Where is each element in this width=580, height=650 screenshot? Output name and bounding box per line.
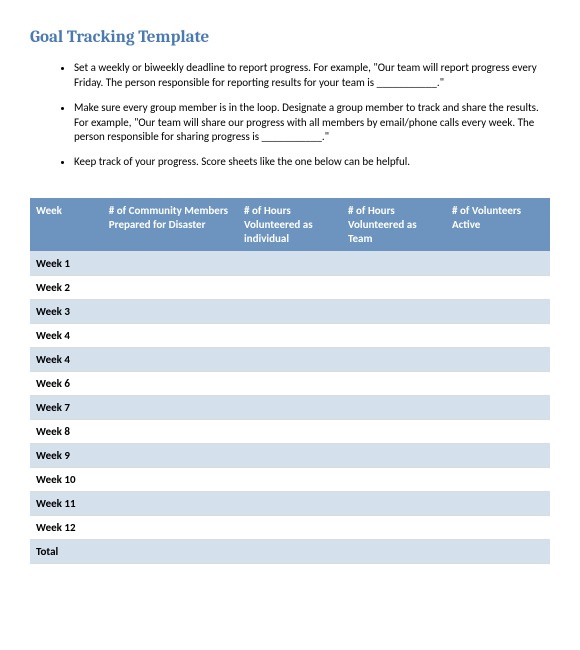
table-row: Week 12 [30,515,550,539]
row-label-cell: Total [30,539,103,563]
row-data-cell [446,515,550,539]
row-label-cell: Week 4 [30,323,103,347]
table-row: Total [30,539,550,563]
row-data-cell [238,251,342,275]
row-data-cell [446,275,550,299]
row-data-cell [103,443,238,467]
row-label-cell: Week 10 [30,467,103,491]
row-data-cell [342,491,446,515]
row-data-cell [342,467,446,491]
row-data-cell [238,275,342,299]
table-row: Week 4 [30,323,550,347]
row-data-cell [238,323,342,347]
row-data-cell [238,299,342,323]
col-header-week: Week [30,198,103,251]
row-data-cell [446,419,550,443]
col-header-hours-team: # of Hours Volunteered as Team [342,198,446,251]
row-data-cell [342,251,446,275]
row-data-cell [238,371,342,395]
row-data-cell [103,419,238,443]
row-data-cell [103,323,238,347]
row-data-cell [238,539,342,563]
table-row: Week 7 [30,395,550,419]
row-data-cell [103,299,238,323]
row-data-cell [103,347,238,371]
row-data-cell [342,299,446,323]
row-label-cell: Week 6 [30,371,103,395]
row-data-cell [103,539,238,563]
table-header-row: Week # of Community Members Prepared for… [30,198,550,251]
row-data-cell [238,443,342,467]
table-row: Week 6 [30,371,550,395]
row-data-cell [446,299,550,323]
row-data-cell [238,467,342,491]
row-label-cell: Week 11 [30,491,103,515]
row-data-cell [342,347,446,371]
row-label-cell: Week 7 [30,395,103,419]
row-label-cell: Week 12 [30,515,103,539]
row-data-cell [446,371,550,395]
table-row: Week 3 [30,299,550,323]
col-header-volunteers: # of Volunteers Active [446,198,550,251]
bullet-item: Set a weekly or biweekly deadline to rep… [74,61,540,91]
row-data-cell [238,515,342,539]
row-label-cell: Week 4 [30,347,103,371]
row-data-cell [446,347,550,371]
col-header-hours-individual: # of Hours Volunteered as individual [238,198,342,251]
row-data-cell [238,395,342,419]
row-label-cell: Week 2 [30,275,103,299]
row-data-cell [103,251,238,275]
table-row: Week 2 [30,275,550,299]
row-label-cell: Week 9 [30,443,103,467]
table-row: Week 11 [30,491,550,515]
row-data-cell [446,539,550,563]
row-data-cell [342,515,446,539]
table-row: Week 1 [30,251,550,275]
table-row: Week 8 [30,419,550,443]
row-data-cell [103,395,238,419]
row-label-cell: Week 1 [30,251,103,275]
row-data-cell [342,395,446,419]
row-data-cell [342,323,446,347]
row-data-cell [103,491,238,515]
bullet-item: Keep track of your progress. Score sheet… [74,155,540,170]
row-data-cell [446,467,550,491]
row-data-cell [446,323,550,347]
bullet-item: Make sure every group member is in the l… [74,101,540,146]
row-data-cell [342,539,446,563]
row-data-cell [342,443,446,467]
row-data-cell [342,275,446,299]
row-label-cell: Week 3 [30,299,103,323]
row-data-cell [103,275,238,299]
row-data-cell [103,467,238,491]
row-data-cell [446,395,550,419]
row-data-cell [238,491,342,515]
row-data-cell [238,347,342,371]
table-row: Week 10 [30,467,550,491]
table-body: Week 1Week 2Week 3Week 4Week 4Week 6Week… [30,251,550,563]
row-label-cell: Week 8 [30,419,103,443]
row-data-cell [342,419,446,443]
table-row: Week 4 [30,347,550,371]
page-title: Goal Tracking Template [30,28,550,47]
row-data-cell [446,251,550,275]
row-data-cell [446,491,550,515]
bullet-list: Set a weekly or biweekly deadline to rep… [30,61,550,170]
row-data-cell [342,371,446,395]
row-data-cell [103,515,238,539]
tracking-table: Week # of Community Members Prepared for… [30,198,550,564]
row-data-cell [103,371,238,395]
col-header-community: # of Community Members Prepared for Disa… [103,198,238,251]
table-row: Week 9 [30,443,550,467]
row-data-cell [446,443,550,467]
row-data-cell [238,419,342,443]
